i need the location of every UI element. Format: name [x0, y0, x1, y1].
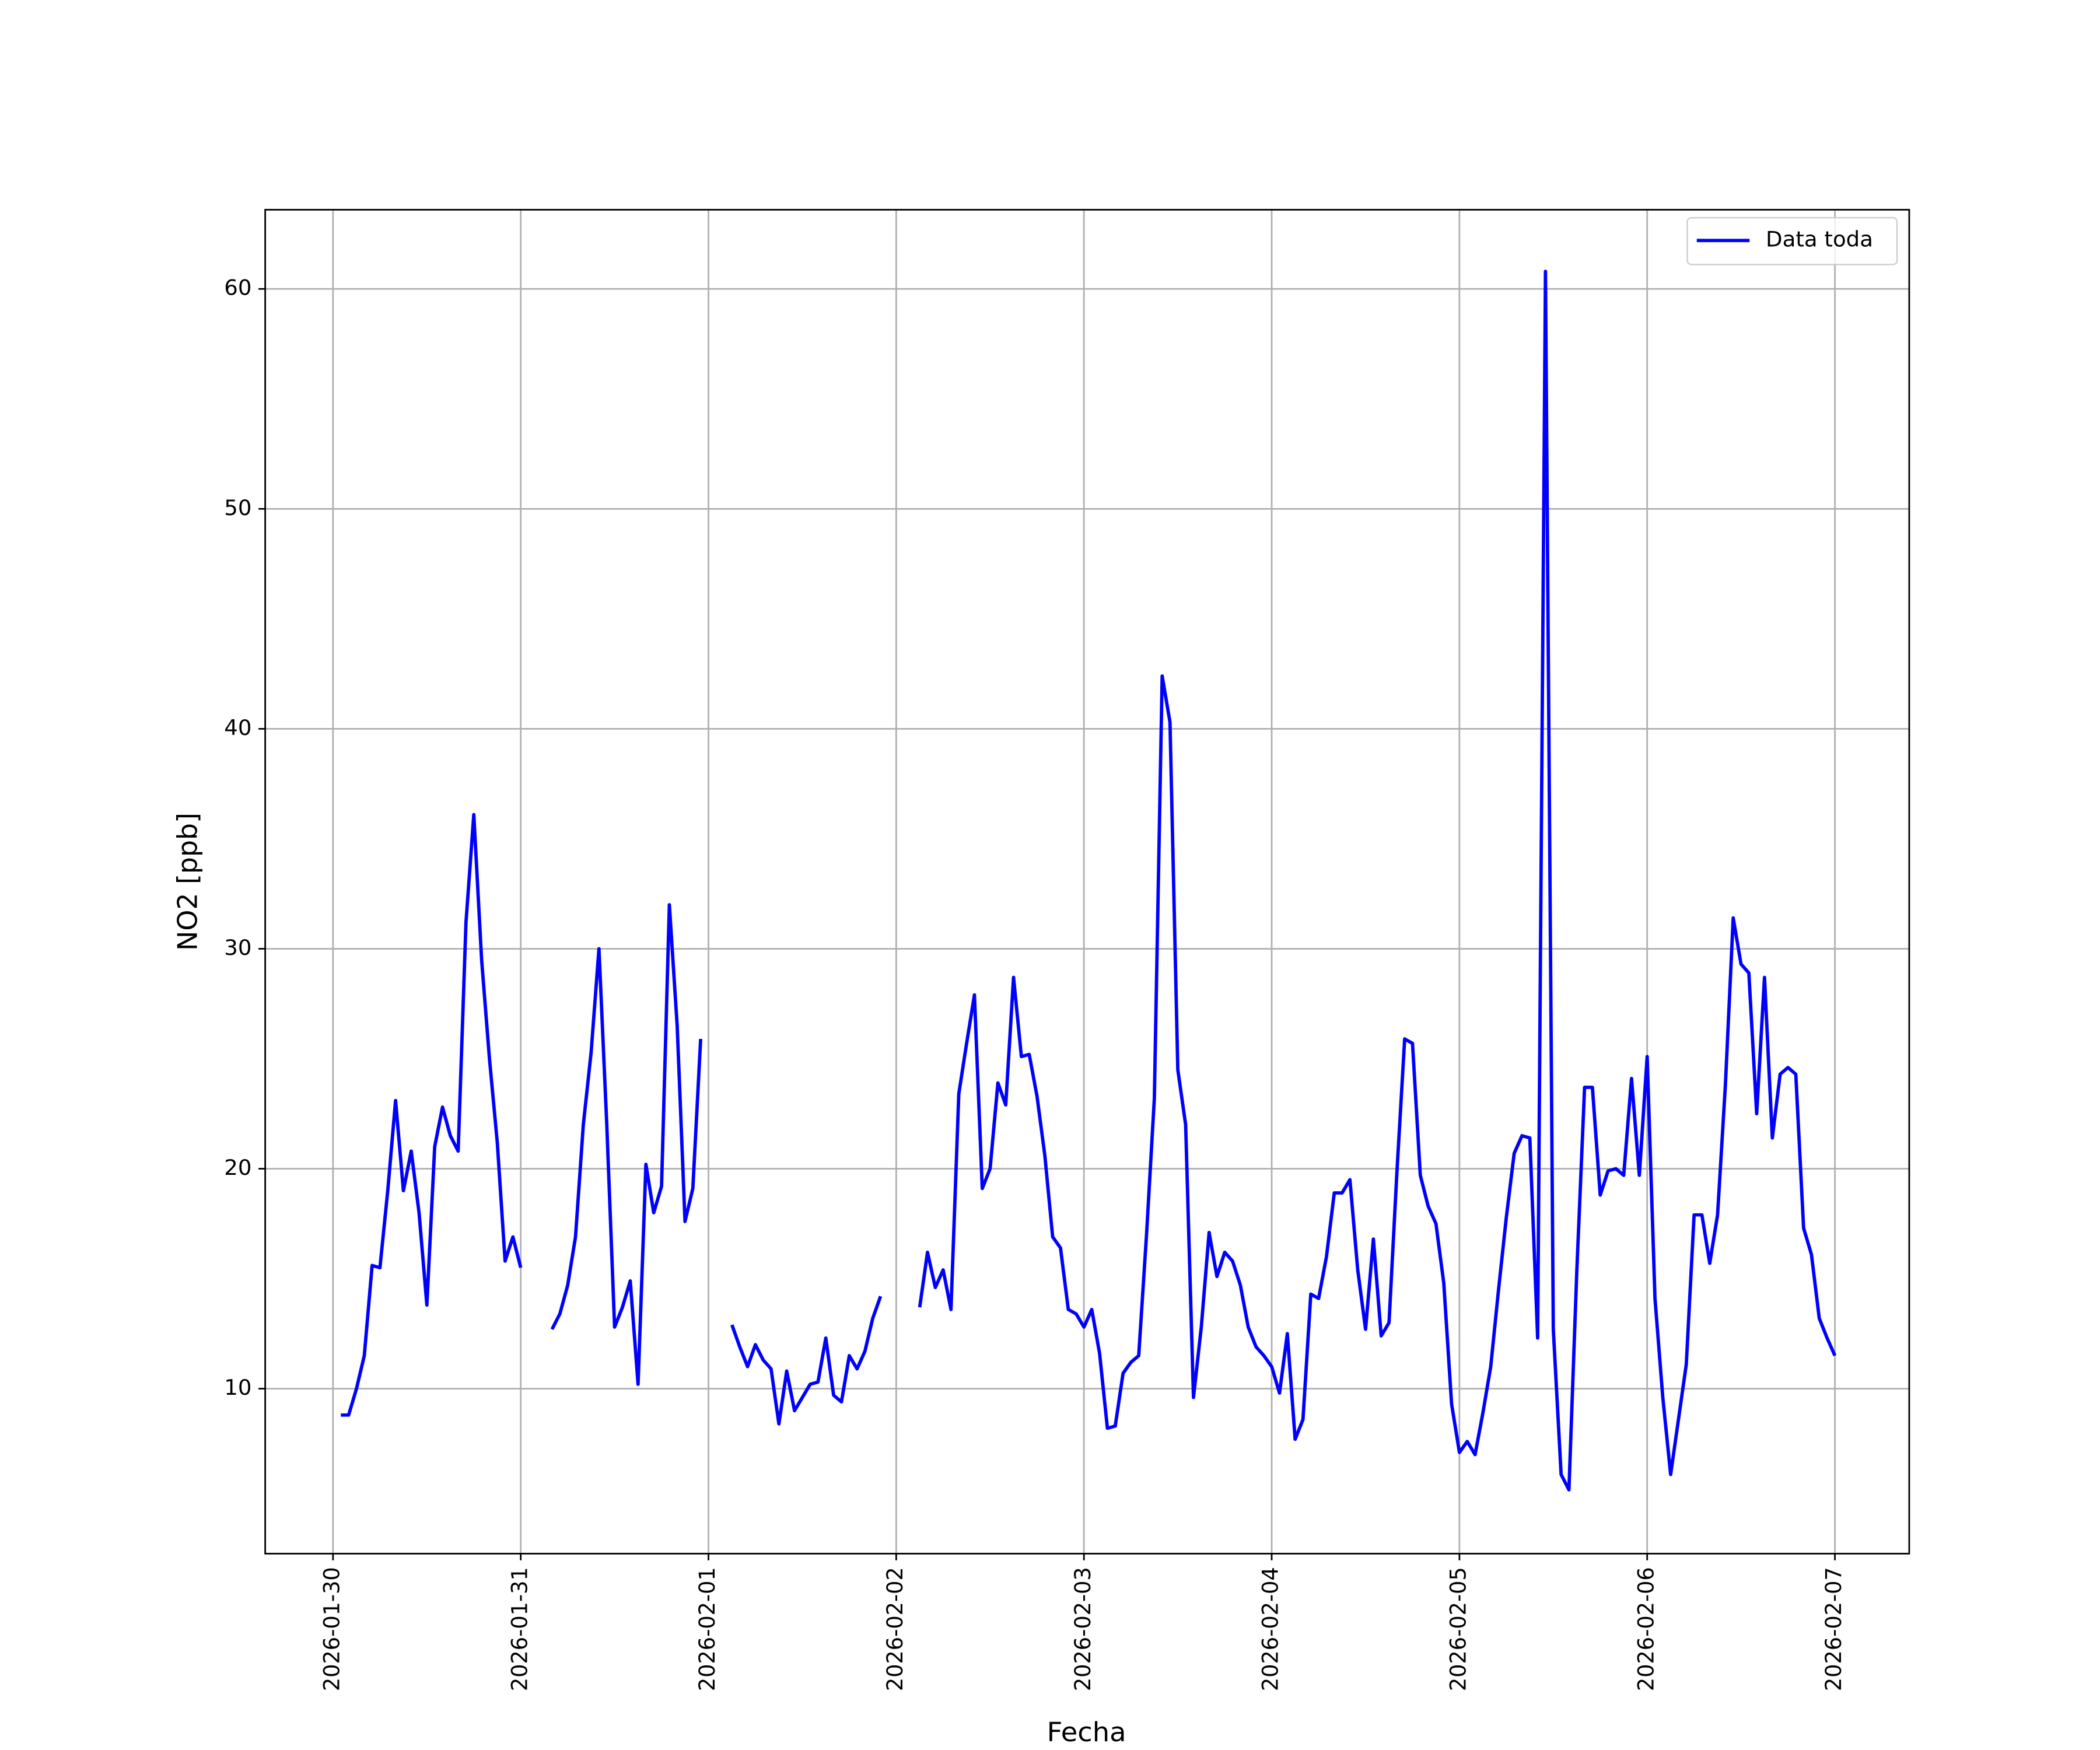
x-tick-label: 2026-02-07: [1821, 1567, 1846, 1691]
data-line: [341, 270, 1837, 1492]
x-tick-label: 2026-02-04: [1258, 1567, 1283, 1691]
x-tick-label: 2026-01-30: [319, 1567, 344, 1691]
y-axis-label: NO2 [ppb]: [172, 813, 203, 951]
x-axis-label: Fecha: [1047, 1716, 1126, 1748]
x-tick-label: 2026-01-31: [507, 1567, 532, 1691]
y-tick-label: 10: [224, 1375, 251, 1400]
y-tick-label: 60: [224, 275, 251, 300]
y-tick-label: 50: [224, 495, 251, 520]
legend-label: Data toda: [1766, 227, 1873, 252]
y-tick-label: 40: [224, 715, 251, 740]
x-tick-label: 2026-02-06: [1633, 1567, 1658, 1691]
y-tick-label: 20: [224, 1155, 251, 1180]
x-tick-label: 2026-02-01: [695, 1567, 720, 1691]
x-tick-label: 2026-02-03: [1070, 1567, 1096, 1691]
y-tick-label: 30: [224, 935, 251, 960]
x-tick-label: 2026-02-02: [883, 1567, 908, 1691]
x-tick-label: 2026-02-05: [1446, 1567, 1471, 1691]
plot-frame: [264, 209, 1910, 1555]
legend-box: [1686, 217, 1898, 265]
legend: Data toda: [1686, 217, 1898, 265]
